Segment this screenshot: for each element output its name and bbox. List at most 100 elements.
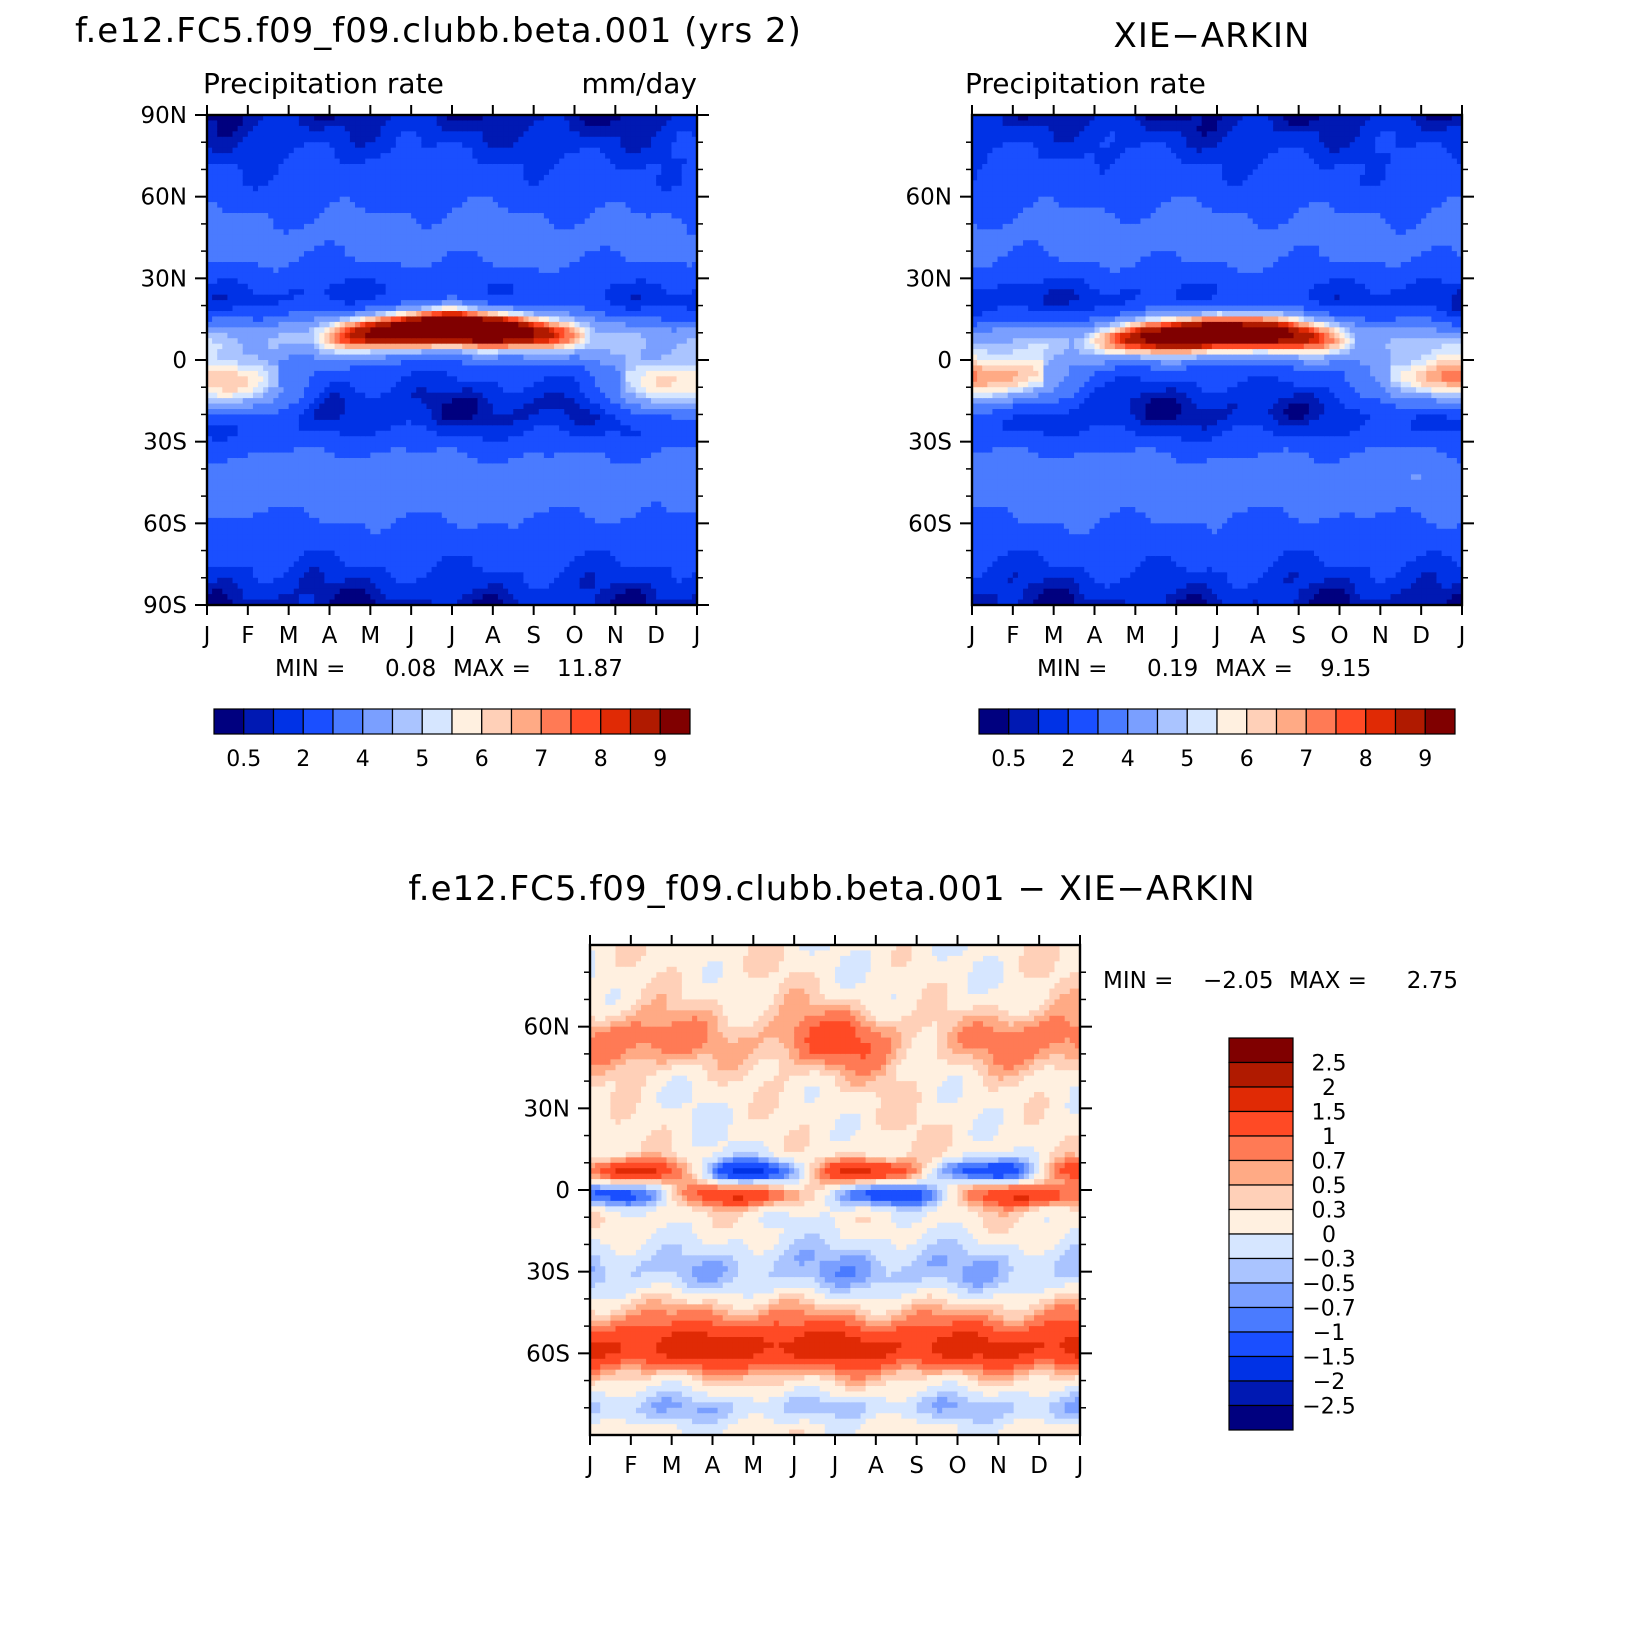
heatmap-cell bbox=[207, 360, 213, 367]
heatmap-cell bbox=[441, 147, 448, 154]
heatmap-cell bbox=[421, 419, 428, 426]
heatmap-cell bbox=[457, 120, 463, 127]
heatmap-cell bbox=[360, 528, 366, 535]
heatmap-cell bbox=[436, 174, 443, 181]
heatmap-cell bbox=[319, 229, 325, 236]
heatmap-cell bbox=[329, 332, 336, 339]
heatmap-cell bbox=[360, 316, 366, 323]
heatmap-cell bbox=[452, 556, 458, 563]
heatmap-cell bbox=[375, 278, 382, 285]
heatmap-cell bbox=[314, 153, 320, 160]
heatmap-cell bbox=[426, 115, 433, 122]
heatmap-cell bbox=[324, 343, 331, 350]
heatmap-cell bbox=[309, 490, 315, 497]
heatmap-cell bbox=[370, 403, 377, 410]
heatmap-cell bbox=[457, 234, 463, 241]
heatmap-cell bbox=[339, 523, 346, 530]
heatmap-cell bbox=[207, 392, 213, 399]
heatmap-cell bbox=[462, 256, 468, 263]
heatmap-cell bbox=[309, 572, 315, 579]
heatmap-cell bbox=[278, 496, 285, 503]
heatmap-cell bbox=[329, 305, 336, 312]
heatmap-cell bbox=[258, 321, 264, 328]
heatmap-cell bbox=[385, 196, 392, 203]
heatmap-cell bbox=[242, 512, 249, 519]
heatmap-cell bbox=[400, 262, 407, 269]
heatmap-cell bbox=[436, 365, 443, 372]
heatmap-cell bbox=[339, 392, 346, 399]
heatmap-cell bbox=[452, 414, 458, 421]
heatmap-cell bbox=[252, 283, 259, 290]
heatmap-cell bbox=[406, 125, 412, 132]
heatmap-cell bbox=[344, 213, 351, 220]
heatmap-cell bbox=[268, 153, 274, 160]
heatmap-cell bbox=[252, 599, 259, 606]
heatmap-cell bbox=[242, 142, 249, 149]
heatmap-cell bbox=[334, 566, 341, 573]
heatmap-cell bbox=[227, 256, 234, 263]
heatmap-cell bbox=[400, 501, 407, 508]
heatmap-cell bbox=[293, 229, 300, 236]
heatmap-cell bbox=[452, 398, 458, 405]
heatmap-cell bbox=[309, 545, 315, 552]
heatmap-cell bbox=[263, 360, 269, 367]
heatmap-cell bbox=[222, 458, 229, 465]
heatmap-cell bbox=[390, 218, 397, 225]
heatmap-cell bbox=[309, 594, 315, 601]
heatmap-cell bbox=[421, 223, 428, 230]
heatmap-cell bbox=[309, 158, 315, 165]
heatmap-cell bbox=[319, 147, 325, 154]
heatmap-cell bbox=[242, 523, 249, 530]
heatmap-cell bbox=[247, 588, 254, 595]
heatmap-cell bbox=[273, 311, 280, 318]
heatmap-cell bbox=[222, 300, 229, 307]
heatmap-cell bbox=[416, 283, 422, 290]
heatmap-cell bbox=[258, 245, 264, 252]
heatmap-cell bbox=[273, 583, 280, 590]
heatmap-cell bbox=[278, 409, 285, 416]
heatmap-cell bbox=[375, 376, 382, 383]
heatmap-cell bbox=[273, 572, 280, 579]
heatmap-cell bbox=[375, 414, 382, 421]
heatmap-cell bbox=[365, 169, 371, 176]
heatmap-cell bbox=[385, 289, 392, 296]
heatmap-cell bbox=[227, 545, 234, 552]
heatmap-cell bbox=[426, 294, 433, 301]
heatmap-cell bbox=[436, 180, 443, 187]
heatmap-cell bbox=[477, 545, 484, 552]
heatmap-cell bbox=[273, 425, 280, 432]
heatmap-cell bbox=[278, 599, 285, 606]
heatmap-cell bbox=[360, 517, 366, 524]
heatmap-cell bbox=[390, 447, 397, 454]
heatmap-cell bbox=[258, 528, 264, 535]
heatmap-cell bbox=[222, 517, 229, 524]
heatmap-cell bbox=[314, 240, 320, 247]
heatmap-cell bbox=[288, 223, 295, 230]
heatmap-cell bbox=[385, 387, 392, 394]
heatmap-cell bbox=[258, 370, 264, 377]
heatmap-cell bbox=[237, 164, 244, 171]
heatmap-cell bbox=[385, 169, 392, 176]
heatmap-cell bbox=[355, 300, 361, 307]
heatmap-cell bbox=[349, 441, 356, 448]
heatmap-cell bbox=[268, 115, 274, 122]
heatmap-cell bbox=[431, 196, 438, 203]
heatmap-cell bbox=[232, 556, 239, 563]
heatmap-cell bbox=[283, 311, 290, 318]
heatmap-cell bbox=[431, 305, 438, 312]
heatmap-cell bbox=[355, 430, 361, 437]
heatmap-cell bbox=[411, 381, 417, 388]
heatmap-cell bbox=[441, 131, 448, 138]
heatmap-cell bbox=[237, 376, 244, 383]
heatmap-cell bbox=[252, 338, 259, 345]
heatmap-cell bbox=[217, 523, 223, 530]
heatmap-cell bbox=[212, 125, 218, 132]
heatmap-cell bbox=[446, 458, 453, 465]
heatmap-cell bbox=[237, 566, 244, 573]
heatmap-cell bbox=[212, 425, 218, 432]
heatmap-cell bbox=[217, 474, 223, 481]
heatmap-cell bbox=[365, 283, 371, 290]
heatmap-cell bbox=[242, 463, 249, 470]
heatmap-cell bbox=[222, 501, 229, 508]
heatmap-cell bbox=[314, 234, 320, 241]
